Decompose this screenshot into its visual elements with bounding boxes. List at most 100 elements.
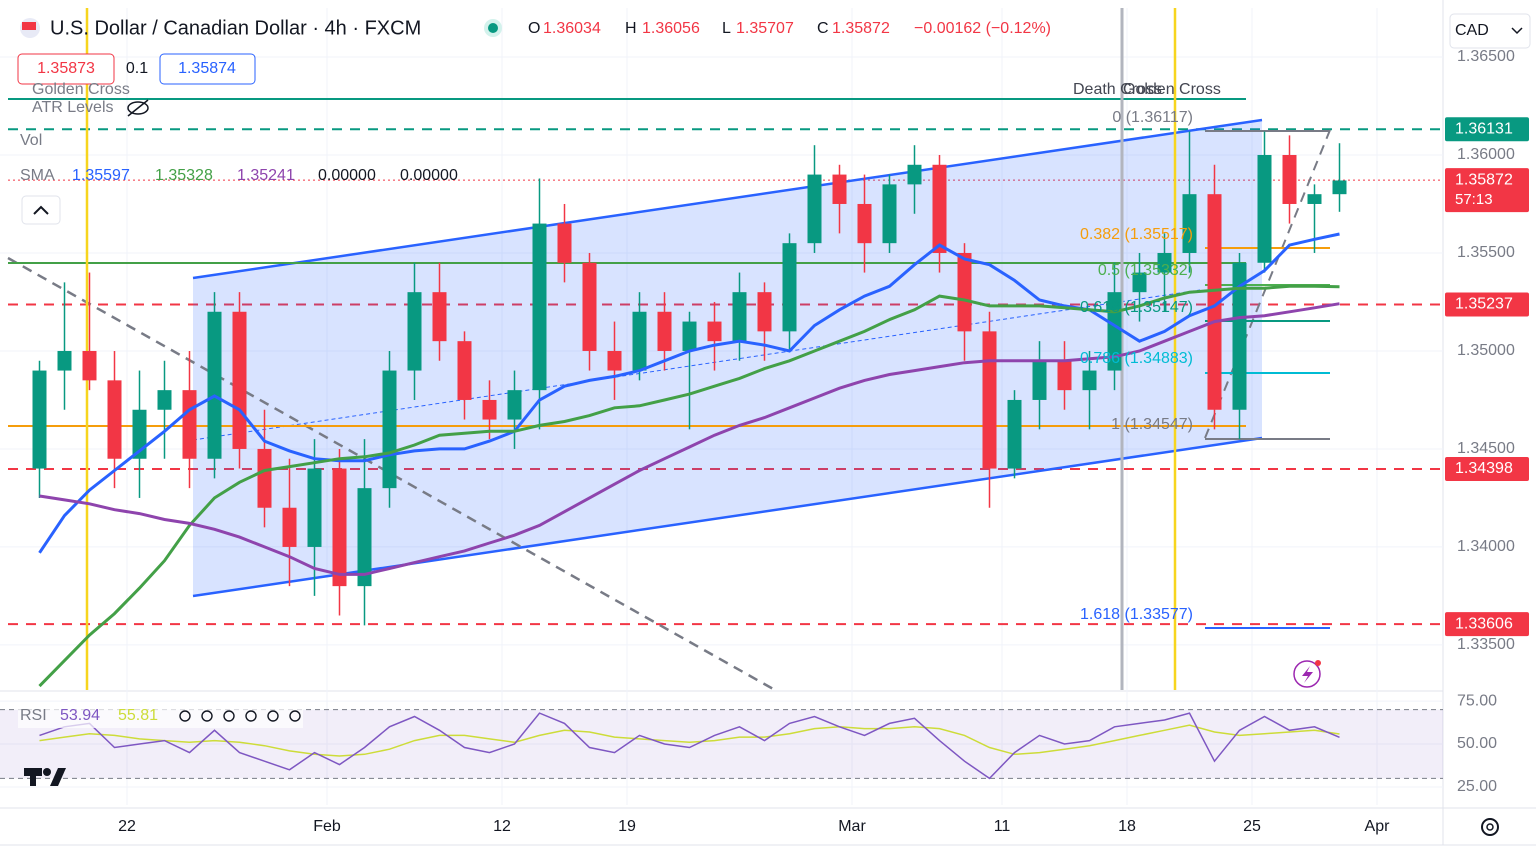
event-label: Golden Cross [1123, 81, 1221, 98]
candle-body [257, 448, 272, 508]
bid-price[interactable]: 1.35873 [37, 60, 95, 77]
candle-body [182, 390, 197, 459]
y-tick-label: 25.00 [1457, 778, 1497, 795]
rsi-line [39, 724, 1340, 757]
candle-body [557, 223, 572, 263]
candle-body [932, 164, 947, 253]
symbol-title[interactable]: U.S. Dollar / Canadian Dollar · 4h · FXC… [50, 17, 421, 39]
candle-body [307, 468, 322, 547]
fib-label: 1.618 (1.33577) [1080, 606, 1193, 623]
settings-icon[interactable] [1481, 818, 1499, 836]
channel-mid [192, 289, 1201, 441]
bid-button[interactable] [17, 53, 115, 85]
y-tick-label: 1.34500 [1457, 440, 1515, 457]
candle-body [157, 390, 172, 410]
candle-body [707, 321, 722, 342]
y-tick-label: 1.35000 [1457, 342, 1515, 359]
price-badge [1445, 292, 1529, 317]
candle-body [757, 292, 772, 332]
indicator-name[interactable]: Vol [20, 132, 42, 149]
indicator-name[interactable]: Golden Cross [32, 81, 130, 98]
candle-body [282, 507, 297, 547]
candle-body [1032, 360, 1047, 400]
candle-body [807, 174, 822, 244]
y-tick-label: 75.00 [1457, 692, 1497, 709]
price-badge [1445, 456, 1529, 481]
candle-body [732, 292, 747, 342]
lightning-icon[interactable] [1293, 660, 1321, 688]
candle-body [1182, 194, 1197, 253]
price-badge-label: 1.35237 [1455, 296, 1513, 313]
candle-body [1057, 360, 1072, 391]
ohlc-key: H [625, 20, 637, 37]
candle-body [357, 488, 372, 587]
y-tick-label: 1.34000 [1457, 538, 1515, 555]
candle-body [682, 321, 697, 351]
grid-layer [0, 8, 1443, 805]
candle-body [1332, 180, 1347, 195]
fib-label: 0.5 (1.35332) [1098, 262, 1193, 279]
sma-line [39, 302, 1340, 576]
x-tick-label: 19 [618, 818, 636, 835]
x-tick-label: 12 [493, 818, 511, 835]
candle-body [607, 350, 622, 371]
fib-label: 0.618 (1.35147) [1080, 299, 1193, 316]
indicator-name[interactable]: RSI [20, 707, 47, 724]
sma-value: 0.00000 [400, 167, 458, 184]
candle-body [1157, 252, 1172, 273]
rsi-value: 53.94 [60, 707, 100, 724]
sma-value: 0.00000 [318, 167, 376, 184]
price-badge-label: 1.33606 [1455, 615, 1513, 632]
candle-body [82, 350, 97, 381]
event-label: Death Cross [1073, 81, 1162, 98]
ask-price[interactable]: 1.35874 [178, 60, 236, 77]
fib-label: 1 (1.34547) [1111, 416, 1193, 433]
candle-body [582, 262, 597, 351]
ohlc-key: L [722, 20, 731, 37]
y-tick-label: 1.35500 [1457, 244, 1515, 261]
candle-body [1207, 194, 1222, 410]
candle-body [632, 311, 647, 371]
x-tick-label: 25 [1243, 818, 1261, 835]
fib-label: 0 (1.36117) [1112, 109, 1193, 126]
y-tick-label: 50.00 [1457, 735, 1497, 752]
candle-body [207, 311, 222, 459]
currency[interactable]: CAD [1455, 22, 1489, 39]
tv-logo[interactable] [24, 768, 66, 786]
x-tick-label: 22 [118, 818, 136, 835]
ohlc-value: 1.36034 [543, 20, 601, 37]
hidden-icon[interactable] [127, 99, 149, 117]
candle-body [407, 292, 422, 371]
candle-body [907, 164, 922, 185]
indicator-name[interactable]: ATR Levels [32, 99, 114, 116]
candle-body [1082, 370, 1097, 391]
sma-value: 1.35328 [155, 167, 213, 184]
ohlc-key: O [528, 20, 540, 37]
candle-body [782, 243, 797, 332]
candle-body [832, 174, 847, 204]
candle-body [1007, 399, 1022, 469]
ohlc-change: −0.00162 (−0.12%) [914, 20, 1051, 37]
collapse-button[interactable] [21, 195, 61, 225]
sma-line [38, 232, 1340, 554]
candle-body [1307, 194, 1322, 204]
currency-button[interactable] [1449, 13, 1531, 49]
candle-body [232, 311, 247, 449]
collapse-icon[interactable] [33, 205, 49, 215]
countdown: 57:13 [1455, 191, 1493, 208]
dropdown-icon[interactable] [1511, 27, 1523, 35]
candle-body [382, 370, 397, 489]
candle-body [857, 203, 872, 244]
candle-body [1257, 154, 1272, 263]
candle-body [457, 341, 472, 400]
spread: 0.1 [126, 60, 148, 77]
y-tick-label: 1.36000 [1457, 146, 1515, 163]
trend-line [7, 256, 776, 692]
ask-button[interactable] [159, 53, 256, 85]
indicator-name[interactable]: SMA [20, 167, 55, 184]
y-tick-label: 1.36500 [1457, 48, 1515, 65]
candle-body [482, 399, 497, 420]
candle-body [107, 380, 122, 459]
y-tick-label: 1.33500 [1457, 636, 1515, 653]
